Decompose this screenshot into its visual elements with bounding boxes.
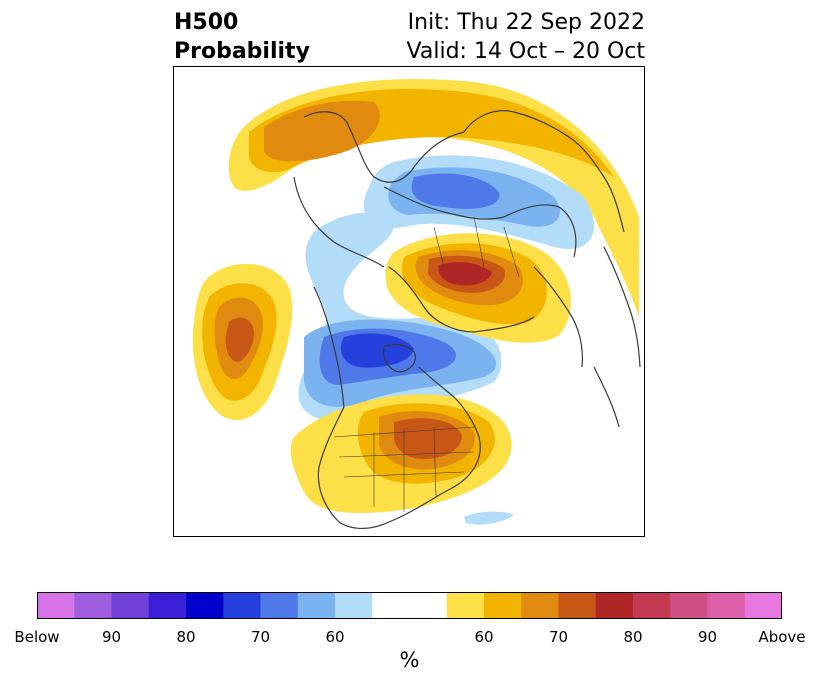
title-variable: Probability [174, 39, 310, 64]
colorbar-swatch [74, 592, 112, 619]
title-field: H500 [174, 10, 239, 35]
colorbar-swatch [521, 592, 559, 619]
colorbar-swatch [37, 592, 75, 619]
anomaly-pacific-n80 [340, 333, 414, 368]
colorbar-swatch [186, 592, 224, 619]
colorbar-swatch [484, 592, 522, 619]
colorbar-swatches [37, 592, 782, 619]
colorbar-swatch [633, 592, 671, 619]
colorbar-tick-label: 60 [325, 628, 345, 646]
colorbar-swatch [595, 592, 634, 619]
colorbar-tick-label: 80 [623, 628, 643, 646]
anomaly-arctic-n70 [411, 173, 500, 209]
colorbar-swatch [558, 592, 597, 619]
colorbar-swatch [446, 592, 485, 619]
colorbar-swatch [223, 592, 261, 619]
colorbar-tick-label: Below [14, 628, 60, 646]
valid-range: Valid: 14 Oct – 20 Oct [406, 39, 645, 64]
title-left: H500 Probability [174, 8, 310, 66]
title-right: Init: Thu 22 Sep 2022 Valid: 14 Oct – 20… [407, 8, 645, 66]
colorbar [37, 592, 782, 619]
colorbar-swatch [260, 592, 299, 619]
map-panel [173, 66, 645, 537]
anomaly-pacific-p80 [225, 317, 254, 362]
colorbar-swatch [297, 592, 336, 619]
colorbar-swatch [707, 592, 746, 619]
colorbar-border [37, 592, 782, 619]
probability-map [192, 79, 641, 529]
colorbar-tick-label: 90 [697, 628, 718, 646]
coastlines [293, 110, 641, 529]
colorbar-swatch [744, 592, 782, 619]
colorbar-swatch [335, 592, 373, 619]
colorbar-units: % [399, 648, 420, 672]
colorbar-tick-label: 90 [101, 628, 122, 646]
borders [333, 216, 520, 512]
colorbar-swatch [111, 592, 150, 619]
init-date: Init: Thu 22 Sep 2022 [407, 10, 645, 35]
anomaly-europe-p70 [264, 100, 380, 162]
colorbar-swatch [670, 592, 708, 619]
anomaly-namerica-p80 [393, 418, 462, 459]
colorbar-tick-label: 70 [250, 628, 271, 646]
colorbar-tick-label: Above [758, 628, 806, 646]
anomaly-gulf-n50 [464, 511, 514, 525]
colorbar-swatch [372, 592, 410, 619]
colorbar-tick-label: 80 [176, 628, 196, 646]
anomaly-asia-p90 [438, 262, 492, 286]
colorbar-swatch [409, 592, 448, 619]
colorbar-tick-label: 60 [474, 628, 494, 646]
colorbar-tick-label: 70 [548, 628, 569, 646]
colorbar-swatch [148, 592, 187, 619]
